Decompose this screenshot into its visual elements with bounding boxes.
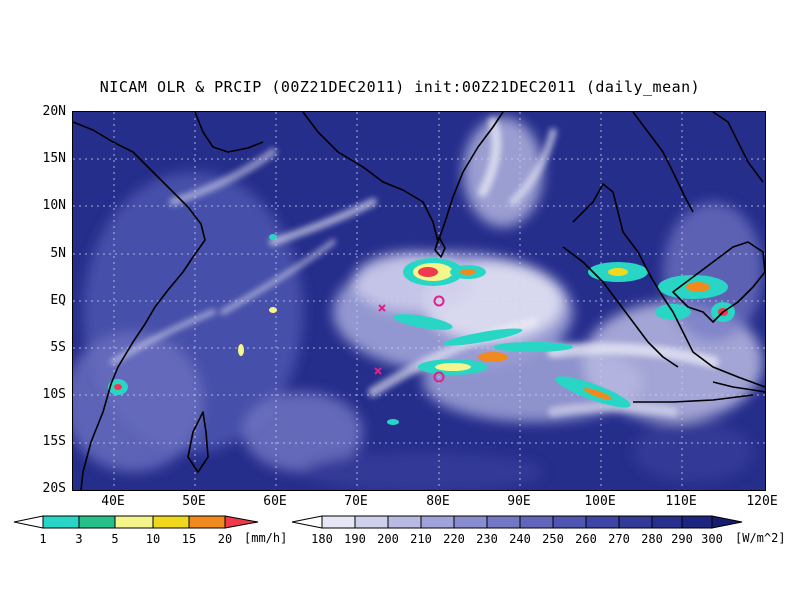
marker-circle-eq — [433, 295, 445, 307]
olr-colorbar — [291, 515, 743, 529]
map-panel — [72, 111, 766, 491]
lat-label-10n: 10N — [42, 198, 66, 213]
map-title: NICAM OLR & PRCIP (00Z21DEC2011) init:00… — [99, 78, 701, 96]
precip-patches — [108, 234, 735, 425]
lon-label-40e: 40E — [101, 494, 125, 509]
olr-label-260: 260 — [575, 532, 597, 546]
lon-label-100e: 100E — [584, 494, 616, 509]
lon-label-80e: 80E — [426, 494, 450, 509]
lat-label-20n: 20N — [42, 104, 66, 119]
olr-label-230: 230 — [476, 532, 498, 546]
marker-x-1 — [378, 304, 386, 312]
precip-label-20: 20 — [217, 532, 233, 546]
olr-label-300: 300 — [701, 532, 723, 546]
olr-label-220: 220 — [443, 532, 465, 546]
lon-label-60e: 60E — [263, 494, 287, 509]
olr-unit: [W/m^2] — [735, 531, 786, 545]
olr-label-190: 190 — [344, 532, 366, 546]
olr-label-210: 210 — [410, 532, 432, 546]
precip-label-1: 1 — [39, 532, 47, 546]
marker-circle-8s — [433, 371, 445, 383]
olr-label-280: 280 — [641, 532, 663, 546]
precip-label-3: 3 — [75, 532, 83, 546]
olr-label-250: 250 — [542, 532, 564, 546]
lat-label-5n: 5N — [50, 246, 66, 261]
lat-label-15n: 15N — [42, 151, 66, 166]
olr-precip-map — [73, 112, 765, 490]
precip-label-5: 5 — [111, 532, 119, 546]
lon-label-90e: 90E — [507, 494, 531, 509]
lat-label-eq: EQ — [50, 293, 66, 308]
colorbars — [13, 515, 743, 529]
markers — [374, 295, 445, 383]
olr-label-180: 180 — [311, 532, 333, 546]
olr-label-290: 290 — [671, 532, 693, 546]
precip-label-10: 10 — [145, 532, 161, 546]
olr-label-200: 200 — [377, 532, 399, 546]
precip-label-15: 15 — [181, 532, 197, 546]
lat-label-15s: 15S — [42, 434, 66, 449]
precip-colorbar — [13, 515, 259, 529]
olr-label-240: 240 — [509, 532, 531, 546]
cloud-streaks — [110, 117, 719, 417]
marker-x-2 — [374, 367, 382, 375]
lat-label-10s: 10S — [42, 387, 66, 402]
lon-label-50e: 50E — [182, 494, 206, 509]
lat-label-20s: 20S — [42, 481, 66, 496]
olr-field — [73, 117, 763, 490]
lat-label-5s: 5S — [50, 340, 66, 355]
precip-unit: [mm/h] — [244, 531, 288, 545]
lat-lon-grid — [73, 112, 765, 490]
olr-label-270: 270 — [608, 532, 630, 546]
lon-label-70e: 70E — [344, 494, 368, 509]
coastlines — [73, 112, 765, 490]
lon-label-120e: 120E — [746, 494, 778, 509]
lon-label-110e: 110E — [665, 494, 697, 509]
